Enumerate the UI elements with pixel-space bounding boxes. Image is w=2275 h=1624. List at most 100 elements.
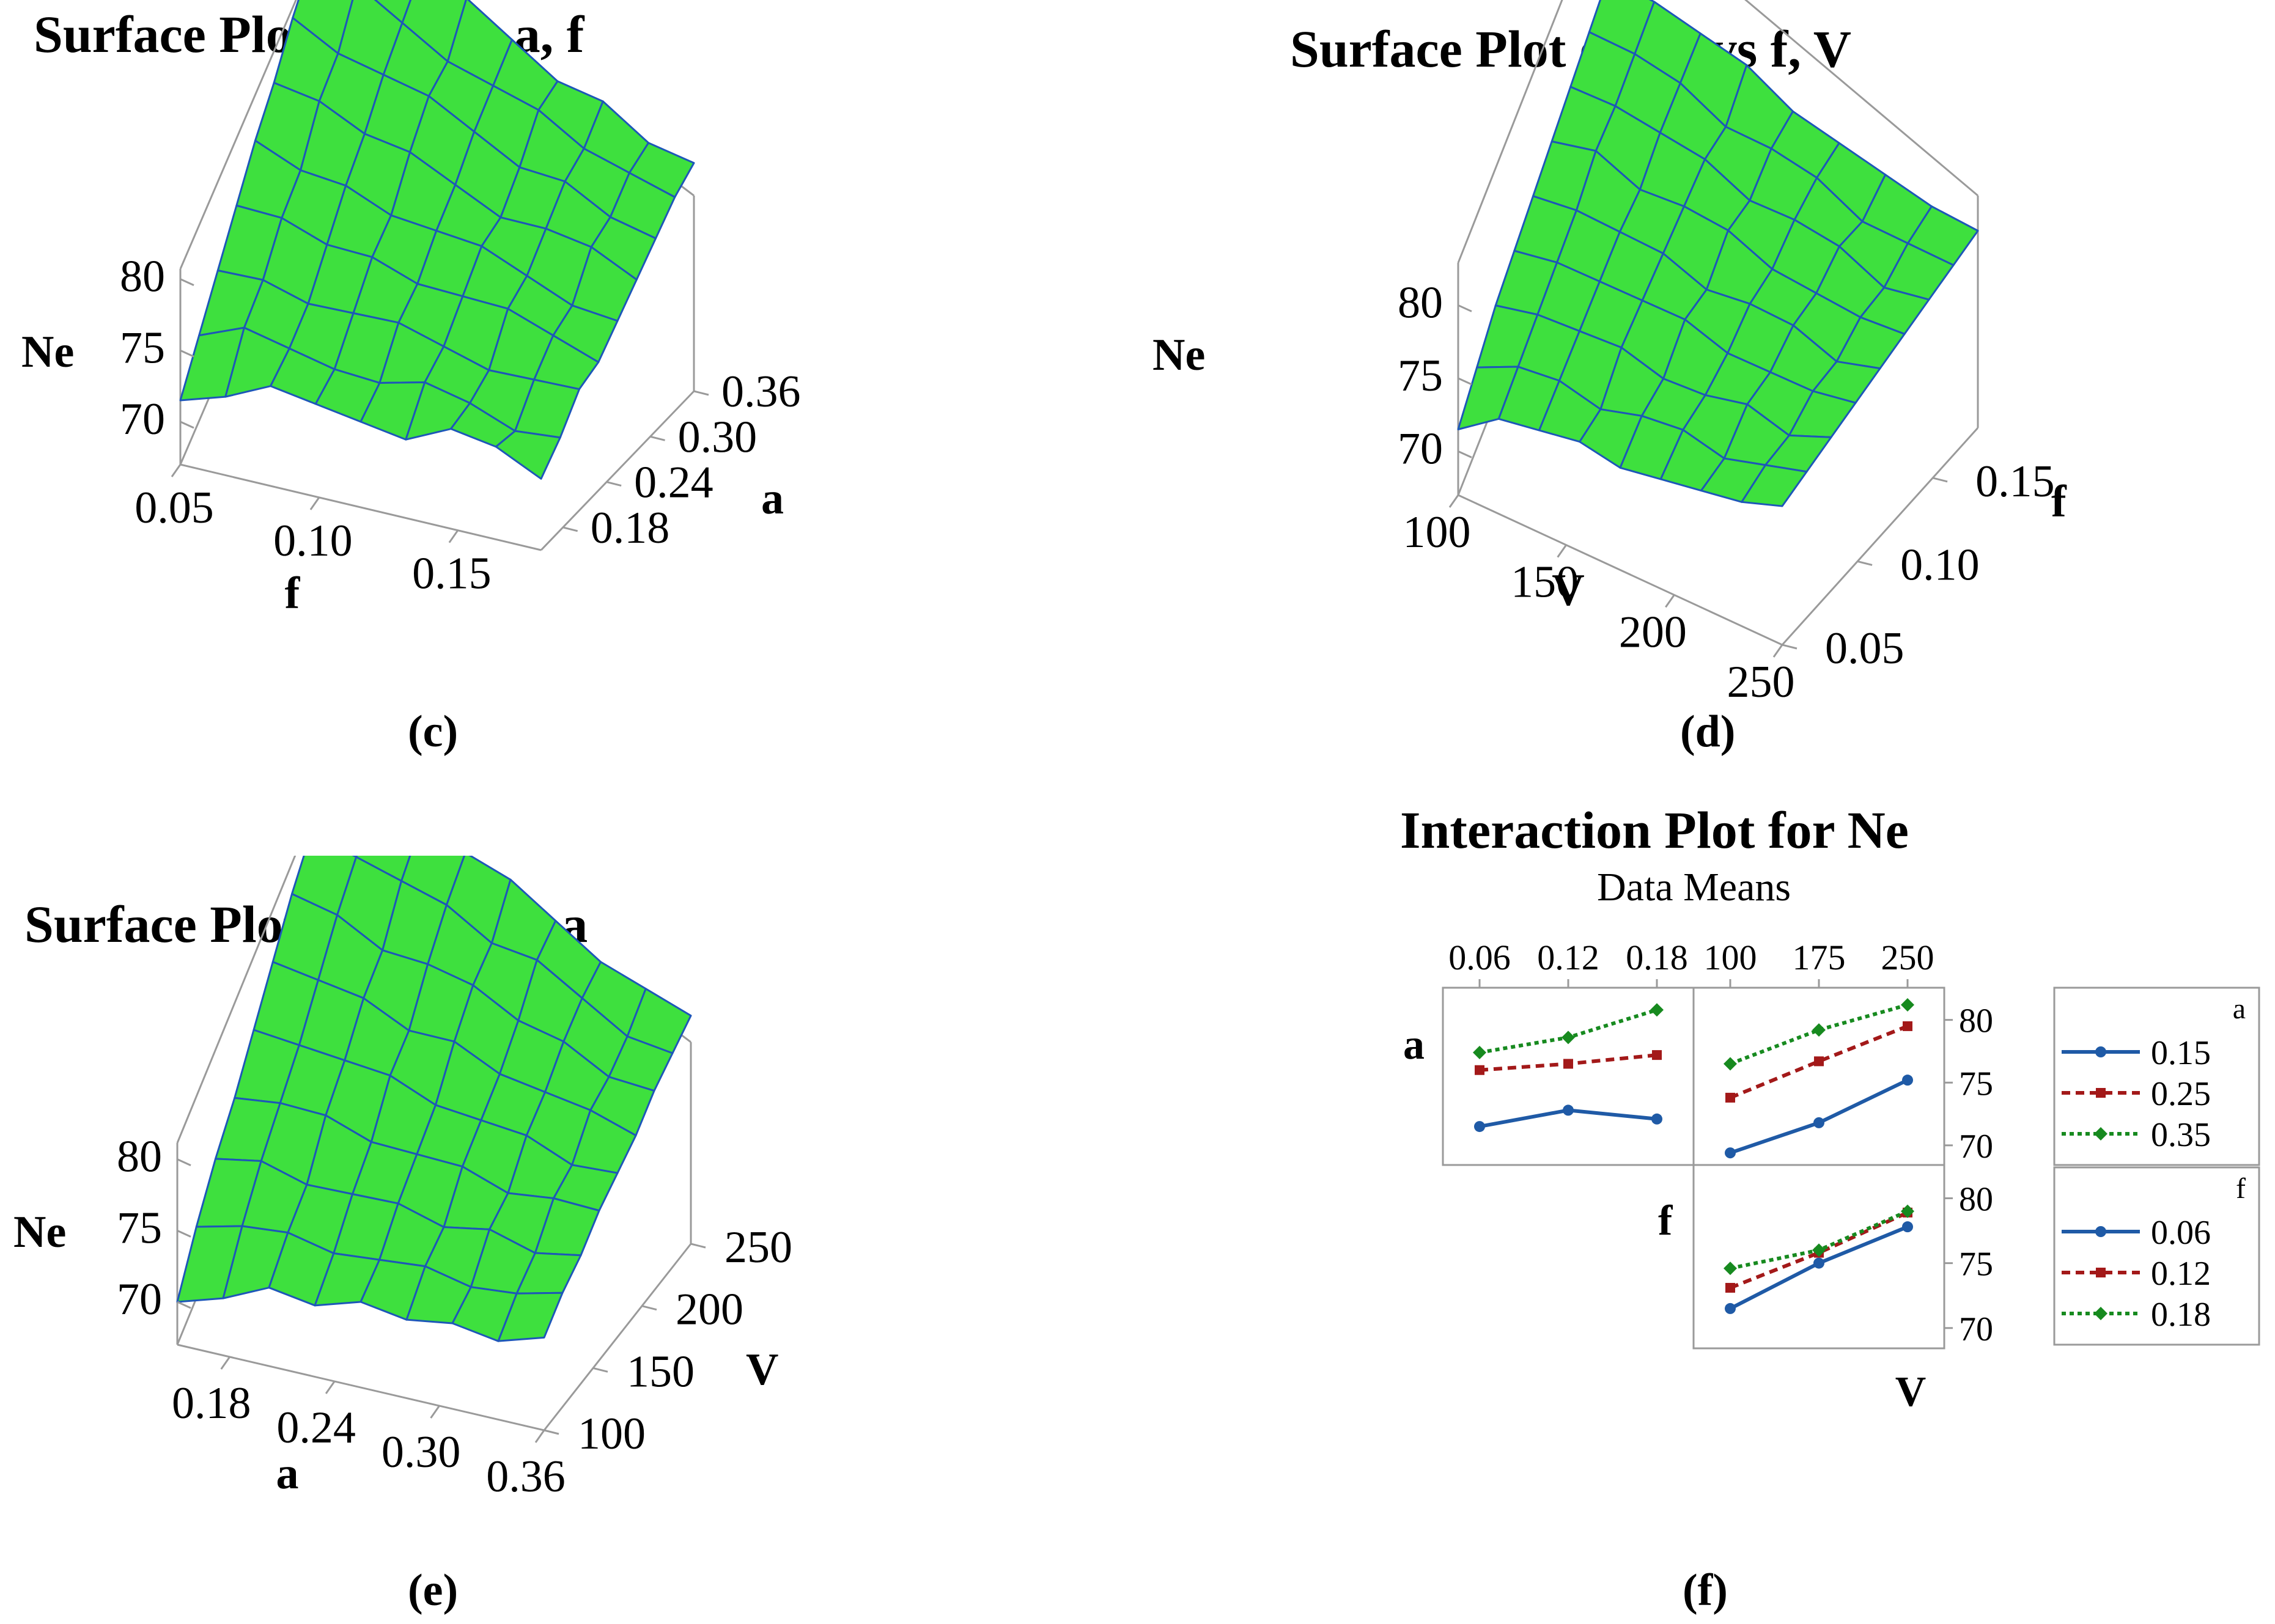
y-tick-label: 0.24 [634, 458, 713, 508]
a-vs-V-series [1725, 1021, 1912, 1103]
x-tick [171, 464, 182, 477]
legend-label: 0.18 [2151, 1296, 2211, 1334]
y-tick [690, 1243, 706, 1249]
z-axis: 70 75 80 Ne [1152, 277, 1472, 474]
top-edge-left [176, 856, 297, 1144]
legend-title: a [2233, 993, 2246, 1025]
a-vs-f-series [1475, 1050, 1662, 1075]
x-tick [1772, 644, 1783, 658]
y-tick-label: 0.36 [721, 367, 801, 417]
a-vs-f-series [1474, 1104, 1662, 1133]
data-point [1563, 1059, 1573, 1069]
x-axis: 0.05 0.10 0.15 f [135, 464, 492, 619]
x-tick-label: 0.18 [172, 1378, 251, 1428]
data-point [1563, 1104, 1574, 1116]
data-point [1725, 1092, 1735, 1103]
z-tick [1458, 377, 1472, 386]
y-tick [562, 526, 578, 532]
x-tick-label: 250 [1727, 657, 1795, 703]
x-tick [430, 1405, 440, 1419]
z-axis-label: Ne [21, 327, 74, 377]
x-tick-label: 0.24 [276, 1403, 356, 1453]
z-tick-label: 70 [117, 1274, 162, 1325]
z-tick-label: 80 [120, 252, 165, 302]
top-tick-label: 0.18 [1626, 938, 1688, 977]
top-edge-back [1744, 0, 1978, 197]
x-tick-label: 0.10 [273, 516, 353, 566]
top-tick-label: 0.12 [1537, 938, 1599, 977]
data-point [1651, 1113, 1662, 1125]
x-tick-label: 0.36 [486, 1452, 566, 1502]
top-edge-left [179, 0, 297, 270]
data-point [1725, 1303, 1736, 1314]
caption-d: (d) [1680, 707, 1736, 757]
right-tick-label: 70 [1959, 1128, 1993, 1166]
y-tick [1782, 644, 1798, 650]
floor-edge-right [1781, 427, 1979, 646]
data-point [1901, 1204, 1914, 1218]
x-axis-label: a [276, 1449, 299, 1499]
x-tick [1448, 494, 1459, 508]
surface-plot-d: 70 75 80 Ne 100 150 200 250 V 0.05 0.10 0.15f [1152, 0, 2067, 703]
floor-edge-front [177, 1343, 545, 1431]
data-point [1813, 1117, 1824, 1128]
x-tick [448, 529, 459, 543]
data-point [1812, 1023, 1826, 1037]
x-axis-label: V [1552, 565, 1584, 615]
data-point [1474, 1121, 1485, 1133]
legend-label: 0.15 [2151, 1034, 2211, 1072]
x-tick [534, 1430, 545, 1443]
chart-title-d: Surface Plot of Ne vs f, V [1290, 20, 1851, 78]
chart-subtitle-f: Data Means [1597, 865, 1791, 909]
surface-mesh [176, 856, 692, 1342]
y-tick [592, 1367, 608, 1373]
x-axis: 100 150 200 250 V [1403, 494, 1795, 703]
data-point [1650, 1003, 1664, 1017]
z-tick-label: 75 [120, 323, 165, 373]
surface-cell [495, 430, 561, 480]
x-axis-label: f [285, 568, 301, 619]
y-axis: 100 150 200 250 V [544, 1222, 792, 1459]
right-tick-label: 80 [1959, 1002, 1993, 1040]
right-tick-label: 75 [1959, 1246, 1993, 1284]
data-point [2094, 1307, 2107, 1320]
z-tick-label: 80 [117, 1132, 162, 1182]
data-point [1903, 1021, 1912, 1031]
y-tick-label: 0.30 [678, 412, 758, 462]
y-tick [650, 435, 665, 441]
x-tick-label: 0.30 [382, 1427, 461, 1477]
floor-edge-front [1458, 494, 1783, 646]
data-point [1812, 1243, 1826, 1257]
legend-f: f 0.060.120.18 [2053, 1166, 2260, 1346]
legend-a: a 0.150.250.35 [2053, 987, 2260, 1166]
z-tick-label: 70 [1398, 424, 1443, 474]
data-point [1724, 1057, 1737, 1071]
legend-frame [2053, 1166, 2260, 1346]
y-tick [1932, 477, 1948, 483]
z-tick [177, 1301, 191, 1309]
y-tick-label: 200 [676, 1285, 743, 1335]
legend-frame [2053, 987, 2260, 1166]
data-point [1901, 998, 1914, 1012]
y-axis: 0.180.240.300.36 a [562, 367, 801, 553]
y-axis-label: a [761, 474, 784, 524]
y-tick-label: 0.10 [1900, 540, 1980, 590]
x-axis: 0.18 0.24 0.30 0.36 a [172, 1356, 566, 1502]
caption-f: (f) [1683, 1565, 1728, 1615]
y-tick [1857, 560, 1873, 566]
z-tick [1458, 450, 1472, 458]
data-point [2095, 1046, 2106, 1057]
y-tick-label: 150 [627, 1347, 695, 1397]
top-edge-left [1457, 0, 1563, 263]
legend-label: 0.12 [2151, 1255, 2211, 1293]
z-axis: 70 75 80 Ne [13, 1132, 191, 1325]
z-tick [177, 1229, 191, 1238]
data-point [1473, 1046, 1486, 1060]
data-point [1652, 1050, 1662, 1060]
data-point [2096, 1088, 2106, 1098]
f-vs-V-series [1724, 1204, 1914, 1276]
x-tick-label: 0.15 [412, 549, 492, 599]
z-tick [177, 1158, 191, 1167]
floor-edge-right [540, 390, 695, 551]
y-tick-label: 0.18 [591, 503, 670, 553]
